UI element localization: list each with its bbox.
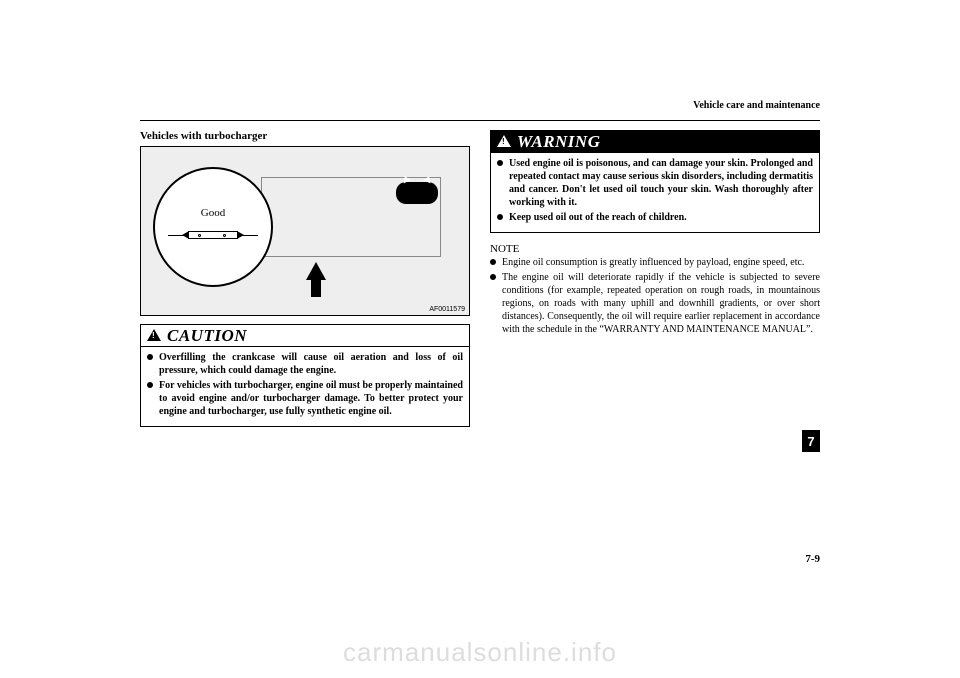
range-arrow-left-icon xyxy=(182,231,189,239)
dipstick-hole-min xyxy=(198,234,201,237)
dipstick-balloon: Good xyxy=(153,167,273,287)
note-item: The engine oil will deteriorate rapidly … xyxy=(490,271,820,336)
oil-cap-icon xyxy=(396,182,438,204)
warning-title: WARNING xyxy=(517,132,600,152)
dipstick-arrow-icon xyxy=(306,262,326,280)
note-list: Engine oil consumption is greatly influe… xyxy=(490,256,820,336)
caution-item: Overfilling the crankcase will cause oil… xyxy=(147,351,463,377)
range-arrow-right-icon xyxy=(237,231,244,239)
content-frame: Vehicle care and maintenance Vehicles wi… xyxy=(140,100,820,520)
warning-item: Keep used oil out of the reach of childr… xyxy=(497,211,813,224)
watermark: carmanualsonline.info xyxy=(0,637,960,668)
warning-triangle-icon xyxy=(497,135,511,147)
warning-item: Used engine oil is poisonous, and can da… xyxy=(497,157,813,209)
figure-id: AF0011579 xyxy=(429,306,465,313)
page: Vehicle care and maintenance Vehicles wi… xyxy=(0,0,960,678)
running-head: Vehicle care and maintenance xyxy=(693,100,820,111)
dipstick-hole-max xyxy=(223,234,226,237)
note-item: Engine oil consumption is greatly influe… xyxy=(490,256,820,269)
caution-title: CAUTION xyxy=(167,326,247,346)
engine-figure: Good AF0011579 xyxy=(140,146,470,316)
left-column: Vehicles with turbocharger Good xyxy=(140,130,470,427)
caution-box: CAUTION Overfilling the crankcase will c… xyxy=(140,324,470,427)
warning-body: Used engine oil is poisonous, and can da… xyxy=(491,153,819,232)
caution-item: For vehicles with turbocharger, engine o… xyxy=(147,379,463,418)
dipstick-range xyxy=(188,231,238,239)
columns: Vehicles with turbocharger Good xyxy=(140,130,820,427)
caution-head: CAUTION xyxy=(141,325,469,347)
note-heading: NOTE xyxy=(490,243,820,255)
warning-head: WARNING xyxy=(491,131,819,153)
turbo-subhead: Vehicles with turbocharger xyxy=(140,130,470,142)
dipstick-diagram xyxy=(168,225,258,247)
header-rule xyxy=(140,120,820,121)
chapter-tab: 7 xyxy=(802,430,820,452)
page-number: 7-9 xyxy=(805,553,820,565)
right-column: WARNING Used engine oil is poisonous, an… xyxy=(490,130,820,427)
good-label: Good xyxy=(201,207,225,219)
caution-triangle-icon xyxy=(147,329,161,341)
caution-body: Overfilling the crankcase will cause oil… xyxy=(141,347,469,426)
warning-box: WARNING Used engine oil is poisonous, an… xyxy=(490,130,820,233)
